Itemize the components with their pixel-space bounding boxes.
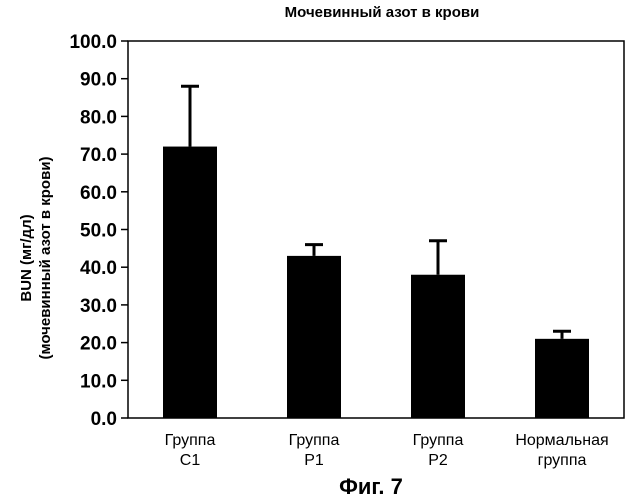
y-tick-label: 90.0 [80,70,117,91]
y-tick-label: 30.0 [80,296,117,317]
bar [535,339,589,418]
y-tick-label: 100.0 [69,32,117,53]
y-axis-label-line2: (мочевинный азот в крови) [37,156,54,359]
x-category-label: Р2 [428,452,448,469]
figure-caption: Фиг. 7 [339,474,403,499]
chart-title: Мочевинный азот в крови [285,4,480,21]
y-tick-label: 20.0 [80,334,117,355]
y-axis-label-line1: BUN (мг/дл) [18,214,35,301]
y-tick-label: 40.0 [80,258,117,279]
bar [411,275,465,418]
y-tick-label: 60.0 [80,183,117,204]
bar [163,147,217,418]
y-tick-label: 10.0 [80,371,117,392]
x-category-label: С1 [180,452,201,469]
x-category-label: Р1 [304,452,324,469]
x-category-label: Группа [165,432,216,449]
y-tick-label: 0.0 [91,409,117,430]
x-category-label: Нормальная [515,432,608,449]
bun-bar-chart: Мочевинный азот в крови BUN (мг/дл) (моч… [0,0,639,500]
y-tick-label: 80.0 [80,107,117,128]
bar [287,256,341,418]
x-category-label: Группа [413,432,464,449]
x-category-label: группа [538,452,587,469]
y-tick-label: 70.0 [80,145,117,166]
y-tick-label: 50.0 [80,221,117,242]
x-category-label: Группа [289,432,340,449]
